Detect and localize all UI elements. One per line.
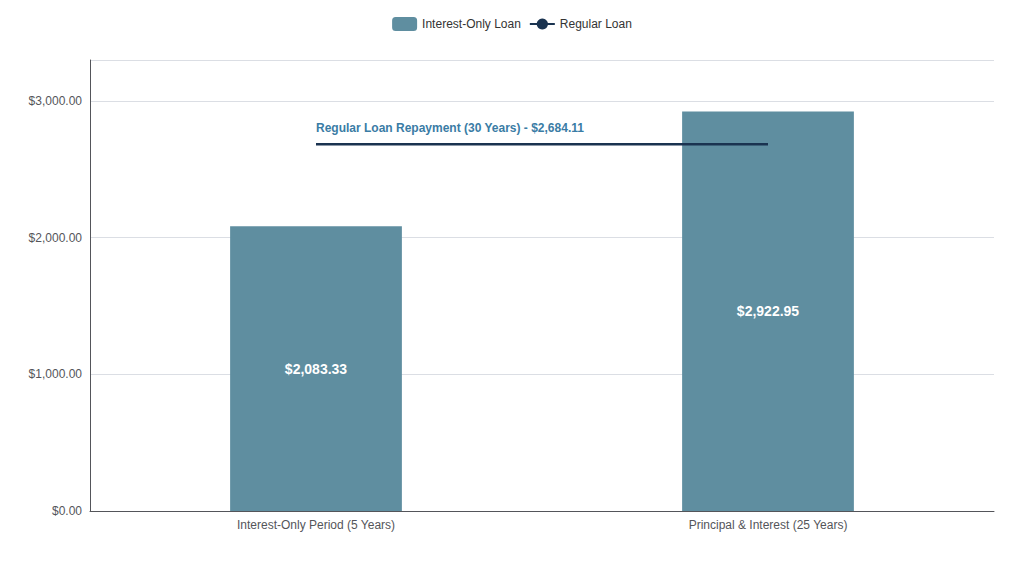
- svg-text:Regular Loan Repayment (30 Yea: Regular Loan Repayment (30 Years) - $2,6…: [316, 121, 584, 135]
- svg-text:$2,922.95: $2,922.95: [737, 303, 799, 319]
- svg-text:Regular Loan: Regular Loan: [560, 17, 632, 31]
- svg-text:Principal & Interest (25 Years: Principal & Interest (25 Years): [689, 518, 848, 532]
- svg-text:Interest-Only Period (5 Years): Interest-Only Period (5 Years): [237, 518, 395, 532]
- svg-text:$2,000.00: $2,000.00: [29, 231, 83, 245]
- svg-text:$2,083.33: $2,083.33: [285, 361, 347, 377]
- svg-text:Interest-Only Loan: Interest-Only Loan: [422, 17, 521, 31]
- svg-text:$0.00: $0.00: [52, 504, 82, 518]
- svg-text:$3,000.00: $3,000.00: [29, 94, 83, 108]
- svg-text:$1,000.00: $1,000.00: [29, 367, 83, 381]
